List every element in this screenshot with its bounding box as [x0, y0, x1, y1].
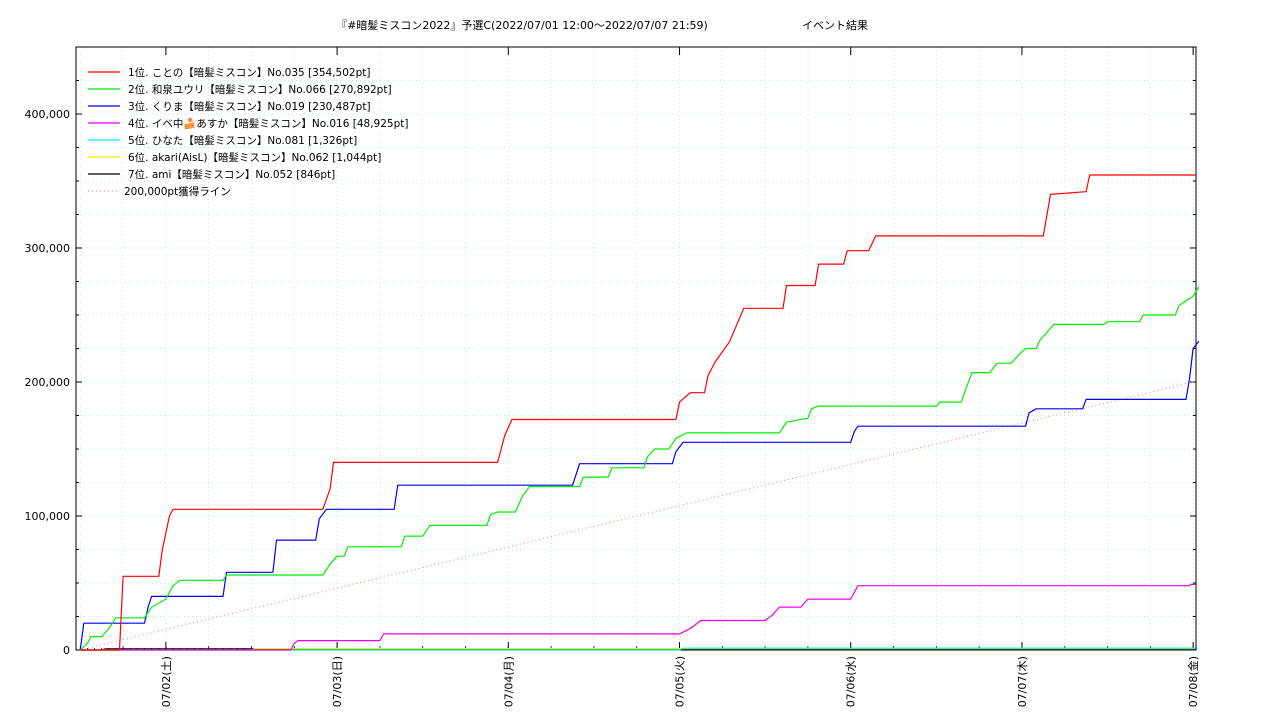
series-layer: [79, 174, 1200, 651]
y-tick-label: 0: [63, 644, 70, 657]
y-tick-label: 200,000: [25, 376, 71, 389]
x-tick-label: 07/02(土): [160, 656, 173, 707]
series-line: [79, 340, 1200, 651]
x-tick-label: 07/06(水): [845, 656, 858, 707]
chart-title: 『#暗髪ミスコン2022』予選C(2022/07/01 12:00～2022/0…: [336, 18, 708, 32]
legend-entry: 5位. ひなた【暗髪ミスコン】No.081 [1,326pt]: [128, 134, 357, 147]
series-line: [80, 647, 1196, 651]
legend-entry: 2位. 和泉ユウリ【暗髪ミスコン】No.066 [270,892pt]: [128, 83, 392, 96]
series-line: [80, 583, 1196, 651]
series-line: [80, 381, 1194, 651]
legend-entry: 6位. akari(AisL)【暗髪ミスコン】No.062 [1,044pt]: [128, 151, 381, 164]
y-tick-label: 400,000: [25, 108, 71, 121]
x-tick-label: 07/07(木): [1016, 656, 1029, 707]
legend-entry: 4位. イベ中🍰あすか【暗髪ミスコン】No.016 [48,925pt]: [128, 117, 408, 130]
y-tick-label: 300,000: [25, 242, 71, 255]
legend-entry: 7位. ami【暗髪ミスコン】No.052 [846pt]: [128, 168, 335, 181]
y-tick-label: 100,000: [25, 510, 71, 523]
x-tick-label: 07/04(月): [502, 656, 515, 707]
series-line: [80, 174, 1196, 651]
x-tick-label: 07/03(日): [331, 656, 344, 707]
legend-entry: 1位. ことの【暗髪ミスコン】No.035 [354,502pt]: [128, 66, 370, 79]
legend-entry: 200,000pt獲得ライン: [124, 185, 231, 198]
chart-subtitle: イベント結果: [802, 18, 868, 32]
x-tick-label: 07/08(金): [1186, 656, 1200, 707]
legend: 1位. ことの【暗髪ミスコン】No.035 [354,502pt] 2位. 和泉ユ…: [88, 66, 408, 198]
series-line: [79, 286, 1200, 651]
x-tick-label: 07/05(火): [674, 656, 687, 707]
legend-entry: 3位. くりま【暗髪ミスコン】No.019 [230,487pt]: [128, 100, 371, 113]
